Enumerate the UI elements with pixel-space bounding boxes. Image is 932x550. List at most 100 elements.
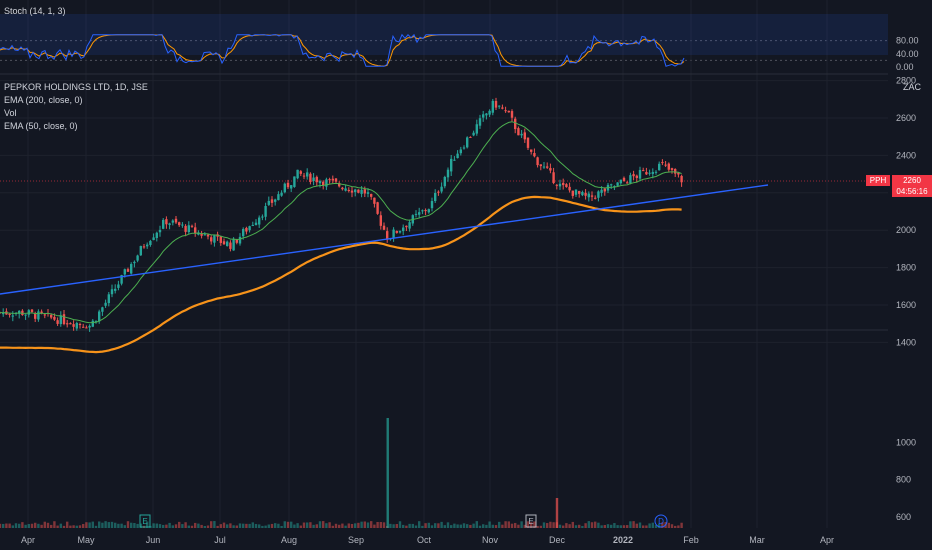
volume-bar (136, 523, 139, 528)
volume-bar (594, 521, 597, 528)
volume-bar (405, 525, 408, 528)
volume-bar (427, 522, 430, 528)
price-tag-countdown: 04:56:16 (892, 186, 932, 197)
volume-bar (558, 524, 562, 528)
candle-body (440, 186, 443, 192)
candle-body (408, 222, 411, 229)
volume-bar (229, 523, 232, 528)
candle-body (424, 210, 427, 212)
candle-body (123, 269, 126, 275)
candle-body (366, 192, 370, 194)
volume-bar (126, 521, 130, 528)
candle-body (30, 309, 34, 312)
volume-bar (5, 523, 8, 528)
volume-bar (446, 522, 450, 528)
candle-body (219, 236, 222, 243)
volume-bar (600, 525, 603, 528)
volume-bar (651, 522, 654, 528)
candle-body (72, 324, 75, 327)
volume-bar (165, 524, 168, 528)
volume-bar (104, 521, 107, 528)
time-tick-label: 2022 (613, 535, 633, 545)
volume-bar (328, 522, 331, 528)
price-axis: 140016001800200022002400260028000.0040.0… (896, 36, 919, 522)
volume-bar (248, 523, 251, 528)
volume-bar (181, 524, 184, 528)
candle-body (85, 327, 88, 329)
volume-spike (555, 498, 559, 528)
currency-unit[interactable]: ZAC (903, 82, 921, 92)
volume-bar (155, 523, 158, 528)
volume-bar (613, 523, 616, 528)
volume-bar (597, 522, 600, 528)
volume-bar (552, 522, 555, 528)
candle-body (338, 182, 341, 187)
candle-body (114, 288, 117, 291)
volume-bar (370, 521, 373, 528)
volume-bar (366, 522, 370, 528)
volume-bar (622, 525, 626, 528)
candle-body (626, 182, 629, 184)
indicator-ema200[interactable]: EMA (200, close, 0) (4, 95, 83, 105)
volume-bar (571, 521, 574, 528)
candle-body (59, 315, 62, 325)
indicator-vol[interactable]: Vol (4, 108, 17, 118)
candle-body (475, 124, 478, 134)
volume-bar (27, 523, 30, 528)
price-tick-label: 2800 (896, 76, 916, 86)
time-tick-label: Dec (549, 535, 566, 545)
candle-body (62, 314, 66, 325)
volume-bar (350, 523, 354, 528)
candle-body (126, 269, 130, 272)
candle-body (379, 215, 382, 226)
candle-body (664, 164, 667, 166)
candle-body (648, 172, 651, 174)
candle-body (562, 182, 565, 186)
candle-body (344, 188, 347, 191)
dividend-icon (654, 514, 668, 528)
candle-body (296, 169, 299, 179)
candle-body (40, 311, 43, 314)
volume-bar (549, 521, 552, 528)
volume-tick-label: 600 (896, 512, 911, 522)
stoch-tick-label: 40.00 (896, 49, 919, 59)
volume-bar (98, 521, 101, 528)
volume-bar (203, 525, 206, 528)
candle-body (142, 246, 146, 248)
candle-body (328, 179, 331, 181)
candle-body (226, 241, 229, 247)
volume-bar (171, 525, 174, 528)
volume-bar (59, 523, 62, 528)
volume-bar (242, 523, 245, 528)
volume-bar (30, 523, 34, 528)
volume-bar (411, 523, 414, 528)
earnings-icon (525, 514, 537, 528)
symbol-title[interactable]: PEPKOR HOLDINGS LTD, 1D, JSE (4, 82, 148, 92)
candle-body (78, 324, 82, 326)
candle-body (546, 166, 549, 168)
volume-bar (11, 525, 14, 528)
candle-body (155, 232, 158, 239)
volume-bar (69, 525, 72, 528)
volume-bar (587, 521, 590, 528)
trendline[interactable] (0, 184, 769, 295)
volume-bar (421, 525, 424, 528)
candle-body (34, 313, 37, 319)
candle-body (456, 153, 459, 159)
volume-bar (286, 521, 290, 528)
volume-bar (526, 521, 530, 528)
volume-bar (14, 523, 18, 528)
price-tick-label: 1600 (896, 300, 916, 310)
volume-bar (184, 522, 187, 528)
volume-bar (318, 521, 322, 528)
candle-body (414, 213, 418, 215)
candle-body (190, 225, 194, 227)
volume-bar (0, 523, 2, 528)
indicator-ema50[interactable]: EMA (50, close, 0) (4, 121, 78, 131)
time-tick-label: Nov (482, 535, 499, 545)
volume-bar (402, 524, 405, 528)
volume-bar (485, 524, 488, 528)
candle-body (347, 189, 350, 191)
event-marker: D (654, 514, 668, 528)
candle-body (168, 223, 171, 225)
